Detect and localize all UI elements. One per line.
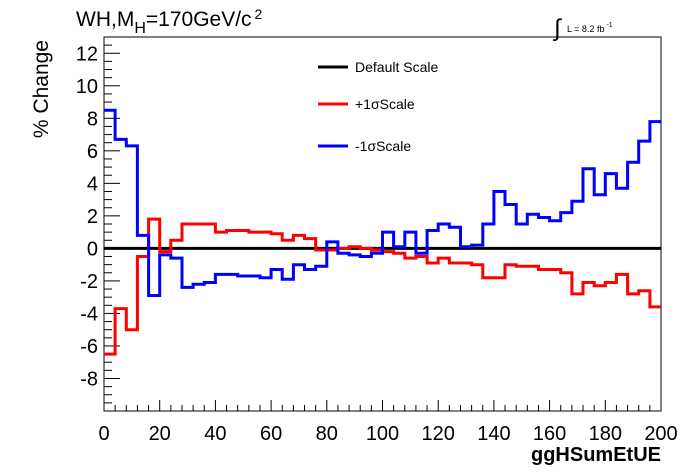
x-tick-label: 100 — [366, 423, 399, 445]
y-tick-label: 10 — [76, 76, 98, 98]
x-tick-label: 80 — [316, 423, 338, 445]
y-tick-label: 2 — [87, 206, 98, 228]
lumi-text: L = 8.2 fb — [567, 24, 604, 34]
y-tick-label: -6 — [80, 336, 98, 358]
x-axis: 0 20 40 60 80 100 120 140 160 180 200 — [98, 400, 678, 445]
chart-title-sub: H — [134, 20, 146, 37]
series-layer — [104, 108, 661, 356]
legend-label: +1σScale — [355, 96, 415, 112]
lumi-sup: -1 — [606, 22, 612, 29]
y-tick-label: 8 — [87, 108, 98, 130]
y-tick-label: -8 — [80, 368, 98, 390]
legend-label: -1σScale — [355, 138, 411, 154]
x-tick-label: 60 — [260, 423, 282, 445]
x-tick-label: 160 — [533, 423, 566, 445]
y-tick-label: 6 — [87, 141, 98, 163]
x-axis-title: ggHSumEtUE — [531, 444, 661, 466]
y-tick-label: -4 — [80, 303, 98, 325]
x-tick-label: 40 — [204, 423, 226, 445]
x-tick-label: 140 — [477, 423, 510, 445]
chart-title: WH,MH=170GeV/c 2 — [76, 6, 263, 37]
x-tick-label: 0 — [98, 423, 109, 445]
legend: Default Scale +1σScale -1σScale — [318, 59, 438, 154]
x-tick-label: 20 — [149, 423, 171, 445]
x-tick-label: 120 — [422, 423, 455, 445]
y-tick-label: -2 — [80, 271, 98, 293]
legend-label: Default Scale — [355, 59, 438, 75]
chart-title-sup: 2 — [255, 6, 263, 22]
lumi-label: L = 8.2 fb -1 — [567, 22, 613, 34]
x-tick-label: 180 — [589, 423, 622, 445]
y-axis-title: % Change — [30, 40, 53, 138]
chart-title-rest: =170GeV/c — [146, 8, 252, 31]
y-tick-label: 12 — [76, 43, 98, 65]
x-tick-label: 200 — [644, 423, 677, 445]
y-tick-label: 0 — [87, 238, 98, 260]
y-tick-label: 4 — [87, 173, 98, 195]
y-axis: -8 -6 -4 -2 0 2 4 6 8 10 12 — [76, 36, 120, 404]
series-minus-1sigma-line — [104, 108, 661, 297]
integral-sign: ∫ — [552, 15, 562, 42]
chart-title-main: WH,M — [76, 8, 134, 31]
